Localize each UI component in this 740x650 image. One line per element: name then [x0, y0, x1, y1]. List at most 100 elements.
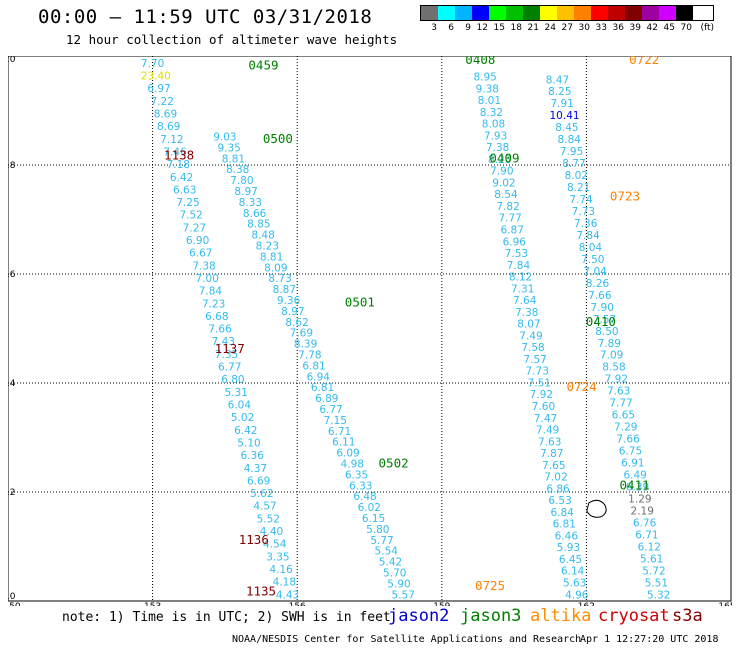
legend-label: 3 [431, 23, 437, 33]
pass-time-label: 0725 [475, 578, 505, 593]
swh-value: 8.97 [281, 306, 304, 318]
color-legend: 3 6 9 12 15 18 21 24 27 30 33 36 39 42 45 70 (ft) [420, 5, 714, 33]
swh-value: 8.25 [548, 86, 571, 98]
swh-value: 8.81 [260, 251, 283, 263]
swh-value: 6.80 [221, 374, 244, 386]
swh-value: 6.76 [633, 517, 657, 529]
mission-label: jason3 [460, 606, 522, 626]
swh-value: 7.63 [607, 386, 630, 398]
swh-value: 5.72 [642, 565, 665, 577]
swh-value: 7.87 [540, 448, 563, 460]
legend-label: 45 [663, 23, 675, 33]
legend-label: 70 [680, 23, 692, 33]
swh-value: 6.81 [311, 382, 334, 394]
pass-time-label: 0502 [379, 455, 409, 470]
swh-value: 7.02 [544, 472, 567, 484]
swh-value: 6.69 [247, 475, 270, 487]
lon-tick-label: 162 [578, 602, 595, 606]
swh-value: 8.09 [264, 262, 287, 274]
swh-value: 7.64 [513, 295, 537, 307]
swh-value: 7.92 [605, 374, 628, 386]
lon-tick-label: 150 [8, 602, 21, 606]
swh-value: 8.45 [555, 122, 578, 134]
pass-time-label: 0459 [248, 58, 278, 73]
swh-value: 8.23 [488, 154, 511, 166]
swh-value: 6.42 [234, 425, 257, 437]
swh-value: 7.93 [484, 130, 507, 142]
pass-time-label: 0410 [586, 314, 616, 329]
swh-value: 8.85 [247, 219, 270, 231]
legend-swatch [676, 6, 693, 20]
swh-value: 4.16 [269, 564, 293, 576]
mission-label: jason2 [388, 606, 450, 626]
swh-value: 8.39 [294, 339, 317, 351]
swh-value: 5.52 [257, 513, 280, 525]
swh-value: 7.09 [600, 350, 623, 362]
swh-value: 8.69 [157, 121, 180, 133]
swh-value: 7.82 [496, 201, 519, 213]
swh-value: 8.84 [558, 134, 582, 146]
swh-value: 8.04 [579, 242, 603, 254]
page-title: 00:00 – 11:59 UTC 03/31/2018 [38, 6, 373, 28]
swh-value: 4.96 [565, 589, 589, 601]
swh-value: 7.58 [521, 342, 544, 354]
swh-value: 7.65 [542, 460, 565, 472]
pass-time-label: 1136 [239, 532, 269, 547]
mission-label: cryosat [598, 606, 670, 626]
swh-value: 6.36 [241, 450, 265, 462]
swh-value: 6.11 [332, 437, 355, 449]
pass-time-label: 0408 [465, 56, 495, 67]
swh-value: 7.00 [196, 273, 219, 285]
lat-tick-label: 14 [8, 379, 16, 389]
swh-value: 7.27 [183, 222, 206, 234]
swh-value: 7.57 [523, 354, 546, 366]
swh-value: 7.95 [560, 146, 583, 158]
swh-value: 8.62 [285, 317, 308, 329]
legend-label: 27 [561, 23, 573, 33]
legend-swatch [574, 6, 591, 20]
legend-swatch [455, 6, 472, 20]
swh-value: 9.35 [217, 142, 240, 154]
swh-value: 6.90 [186, 235, 209, 247]
pass-time-label: 1137 [215, 341, 245, 356]
legend-label: 18 [510, 23, 522, 33]
lat-tick-label: 10 [8, 592, 16, 602]
swh-value: 7.52 [179, 210, 202, 222]
swh-value: 7.63 [538, 436, 561, 448]
swh-value: 9.02 [492, 177, 515, 189]
swh-value: 4.40 [260, 526, 283, 538]
swh-value: 8.08 [482, 119, 505, 131]
swh-value: 7.66 [588, 290, 612, 302]
swh-value: 6.77 [218, 362, 241, 374]
pass-time-label: 1135 [246, 584, 276, 599]
swh-value: 5.57 [392, 589, 415, 601]
swh-value: 5.32 [647, 589, 670, 601]
swh-value: 6.12 [638, 541, 661, 553]
legend-color-bar [420, 5, 714, 21]
swh-value: 6.04 [228, 399, 252, 411]
swh-value: 6.94 [307, 371, 331, 383]
page-subtitle: 12 hour collection of altimeter wave hei… [66, 32, 398, 47]
swh-value: 7.84 [576, 230, 600, 242]
swh-value: 7.38 [515, 307, 538, 319]
legend-label: 42 [646, 23, 658, 33]
swh-value: 9.36 [277, 295, 301, 307]
swh-value: 5.54 [375, 546, 399, 558]
swh-value: 4.43 [276, 589, 299, 601]
swh-value: 1.29 [628, 493, 651, 505]
swh-value: 8.95 [473, 72, 496, 84]
legend-swatch [540, 6, 557, 20]
pass-time-label: 0500 [263, 131, 293, 146]
swh-value: 7.91 [550, 98, 573, 110]
swh-value: 8.23 [256, 240, 279, 252]
swh-value: 7.84 [507, 260, 531, 272]
swh-value: 7.90 [490, 166, 513, 178]
swh-value: 5.93 [557, 542, 580, 554]
swh-value: 8.38 [226, 164, 249, 176]
swh-value: 5.31 [224, 387, 247, 399]
swh-value: 8.73 [268, 273, 291, 285]
swh-value: 6.65 [612, 410, 635, 422]
swh-value: 6.35 [345, 469, 368, 481]
lat-tick-label: 16 [8, 270, 16, 280]
lat-tick-label: 20 [8, 56, 16, 65]
